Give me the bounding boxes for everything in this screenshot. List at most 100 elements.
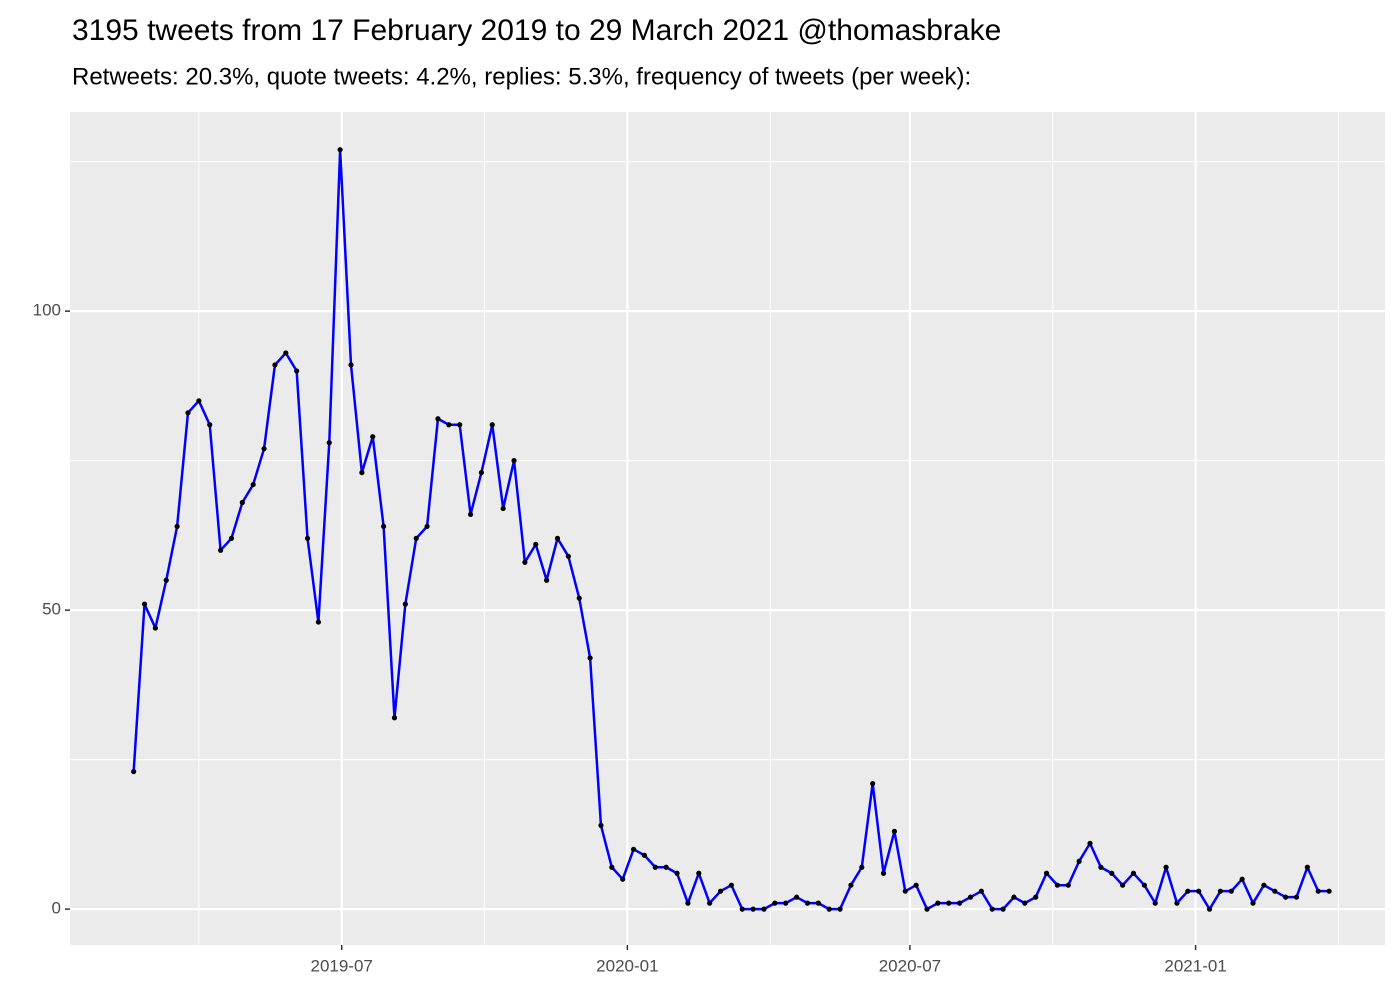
- data-point: [1043, 870, 1050, 876]
- data-point: [141, 601, 148, 607]
- data-point: [1217, 888, 1224, 894]
- data-point: [630, 846, 637, 852]
- data-point: [217, 547, 224, 553]
- data-point: [1315, 888, 1321, 894]
- data-point: [315, 619, 322, 625]
- x-tick-label: 2020-01: [596, 956, 658, 975]
- data-point: [1261, 882, 1267, 888]
- data-point: [1098, 864, 1104, 870]
- data-point: [1033, 894, 1039, 900]
- data-point: [652, 864, 658, 870]
- data-point: [913, 882, 919, 888]
- data-point: [685, 900, 691, 906]
- data-point: [163, 577, 169, 583]
- data-point: [196, 398, 202, 404]
- chart-subtitle: Retweets: 20.3%, quote tweets: 4.2%, rep…: [72, 63, 971, 90]
- data-point: [772, 900, 778, 906]
- data-point: [500, 505, 506, 512]
- data-point: [902, 888, 908, 894]
- chart-title: 3195 tweets from 17 February 2019 to 29 …: [72, 14, 1001, 47]
- data-point: [152, 625, 158, 631]
- data-point: [1054, 882, 1061, 888]
- data-point: [544, 577, 550, 583]
- data-point: [261, 446, 267, 452]
- data-point: [326, 440, 332, 446]
- data-point: [761, 906, 767, 912]
- x-tick-label: 2020-07: [879, 956, 941, 975]
- data-point: [435, 416, 441, 422]
- data-point: [1239, 876, 1245, 882]
- data-point: [1011, 894, 1017, 900]
- data-point: [663, 864, 669, 870]
- data-point: [1304, 864, 1310, 870]
- data-point: [337, 147, 343, 153]
- panel: [70, 112, 1385, 945]
- data-point: [413, 535, 419, 541]
- data-point: [1196, 888, 1202, 894]
- data-point: [1065, 882, 1071, 888]
- data-point: [239, 499, 245, 506]
- data-point: [381, 523, 387, 530]
- data-point: [131, 768, 137, 775]
- data-point: [489, 422, 495, 428]
- data-point: [609, 864, 615, 870]
- data-point: [837, 906, 843, 912]
- data-point: [446, 422, 452, 428]
- data-point: [1293, 894, 1300, 900]
- data-point: [989, 906, 995, 912]
- data-point: [1000, 906, 1006, 912]
- data-point: [1206, 906, 1213, 912]
- data-point: [185, 410, 191, 416]
- data-point: [696, 870, 702, 876]
- data-point: [467, 511, 474, 518]
- data-point: [272, 362, 278, 368]
- data-point: [924, 906, 930, 912]
- data-point: [946, 900, 952, 906]
- data-point: [1250, 900, 1256, 906]
- data-point: [1272, 888, 1278, 894]
- data-point: [620, 876, 626, 882]
- data-point: [891, 828, 897, 834]
- data-point: [1076, 858, 1082, 864]
- x-tick-label: 2019-07: [310, 956, 372, 975]
- data-point: [1228, 888, 1234, 894]
- data-point: [457, 422, 463, 428]
- x-tick-label: 2021-01: [1164, 956, 1226, 975]
- data-point: [1022, 900, 1028, 906]
- data-point: [348, 362, 354, 368]
- data-point: [174, 523, 180, 530]
- data-point: [957, 900, 963, 906]
- data-point: [1141, 882, 1147, 888]
- data-point: [935, 900, 941, 906]
- y-tick-label: 50: [42, 600, 61, 619]
- data-point: [870, 780, 876, 787]
- data-point: [391, 715, 398, 721]
- data-point: [228, 535, 235, 541]
- data-point: [707, 900, 713, 906]
- data-point: [815, 900, 821, 906]
- data-point: [1087, 840, 1093, 846]
- data-point: [717, 888, 724, 894]
- data-point: [826, 906, 832, 912]
- data-point: [522, 559, 528, 565]
- data-point: [359, 469, 365, 476]
- data-point: [967, 894, 974, 900]
- data-point: [424, 523, 430, 530]
- data-point: [978, 888, 984, 894]
- data-point: [641, 852, 648, 858]
- data-point: [1109, 870, 1115, 876]
- data-point: [533, 541, 539, 547]
- data-point: [859, 864, 865, 870]
- data-point: [283, 350, 289, 356]
- data-point: [1120, 882, 1126, 888]
- data-point: [207, 422, 213, 428]
- data-point: [1326, 888, 1332, 894]
- data-point: [674, 870, 680, 876]
- data-point: [1163, 864, 1169, 870]
- data-point: [598, 822, 604, 829]
- data-point: [402, 601, 408, 607]
- data-point: [1130, 870, 1137, 876]
- data-point: [739, 906, 745, 912]
- data-point: [565, 553, 571, 559]
